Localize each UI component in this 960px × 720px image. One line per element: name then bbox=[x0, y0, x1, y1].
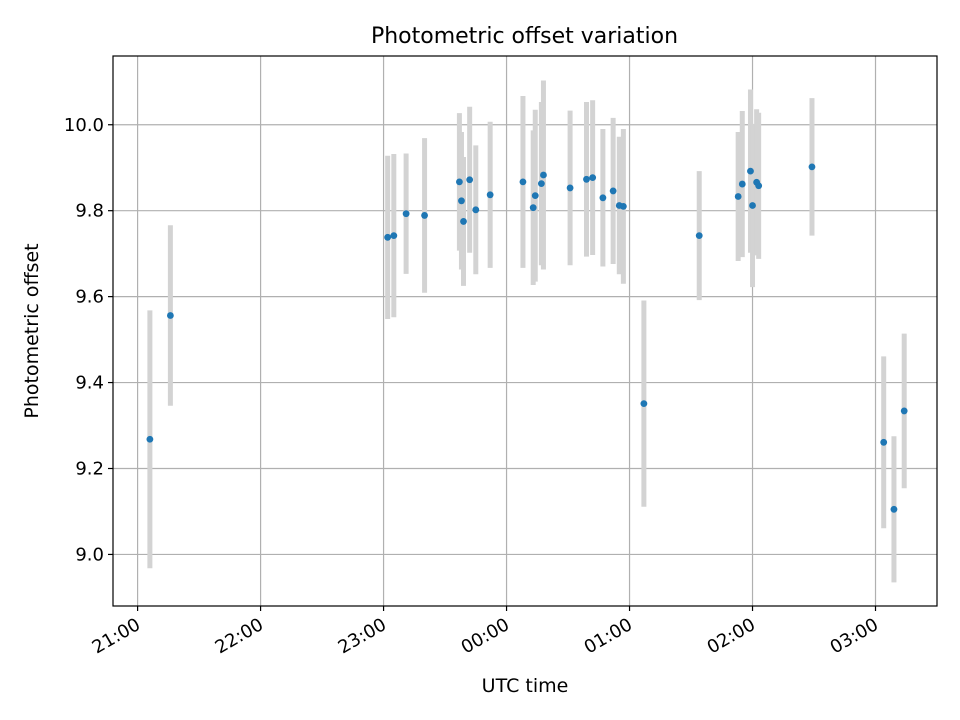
data-point bbox=[529, 204, 537, 212]
chart-title: Photometric offset variation bbox=[371, 24, 678, 49]
data-point bbox=[619, 202, 627, 210]
y-axis-ticks: 9.0 9.2 9.4 9.6 9.8 10.0 bbox=[64, 115, 113, 565]
x-tick-label: 00:00 bbox=[458, 614, 513, 658]
y-tick-label: 9.4 bbox=[75, 373, 104, 394]
y-tick-label: 9.2 bbox=[75, 459, 104, 480]
y-tick-label: 10.0 bbox=[64, 115, 104, 136]
data-point bbox=[402, 210, 410, 218]
plot-frame bbox=[112, 55, 938, 607]
x-tick-label: 03:00 bbox=[827, 614, 882, 658]
data-point bbox=[146, 435, 154, 443]
errorbars bbox=[147, 80, 907, 583]
data-point bbox=[900, 407, 908, 415]
data-point bbox=[880, 438, 888, 446]
data-point bbox=[640, 400, 648, 408]
data-point bbox=[695, 232, 703, 240]
x-axis-label: UTC time bbox=[482, 675, 569, 697]
y-tick-label: 9.0 bbox=[75, 544, 104, 565]
data-point bbox=[734, 193, 742, 200]
data-point bbox=[589, 174, 597, 182]
data-point bbox=[749, 202, 756, 209]
x-axis-ticks: 21:00 22:00 23:00 00:00 01:00 02:00 03:00 bbox=[89, 606, 882, 658]
data-point bbox=[890, 505, 898, 513]
data-point bbox=[609, 187, 617, 195]
x-tick-label: 21:00 bbox=[89, 614, 144, 658]
data-point bbox=[808, 163, 816, 171]
data-point bbox=[540, 171, 547, 179]
data-point bbox=[519, 178, 527, 186]
x-tick-label: 22:00 bbox=[212, 614, 267, 658]
x-tick-label: 02:00 bbox=[704, 614, 759, 658]
data-point bbox=[566, 184, 574, 192]
data-point bbox=[472, 206, 480, 214]
data-point bbox=[390, 232, 398, 240]
data-point bbox=[531, 192, 539, 200]
data-point bbox=[537, 180, 545, 188]
data-point bbox=[166, 312, 174, 319]
data-point bbox=[738, 180, 746, 188]
data-point bbox=[755, 182, 763, 190]
data-point bbox=[456, 178, 463, 186]
data-point bbox=[460, 218, 467, 225]
data-point bbox=[384, 233, 392, 241]
data-point bbox=[747, 167, 754, 175]
x-tick-label: 23:00 bbox=[335, 614, 390, 658]
x-tick-label: 01:00 bbox=[581, 614, 636, 658]
y-tick-label: 9.8 bbox=[75, 201, 104, 222]
data-point bbox=[466, 176, 474, 184]
data-point bbox=[599, 194, 607, 202]
data-points bbox=[146, 163, 908, 513]
data-point bbox=[458, 197, 465, 205]
data-point bbox=[486, 191, 494, 199]
y-axis-label: Photometric offset bbox=[21, 243, 43, 418]
data-point bbox=[583, 175, 590, 183]
data-point bbox=[421, 212, 428, 219]
y-tick-label: 9.6 bbox=[75, 287, 104, 308]
